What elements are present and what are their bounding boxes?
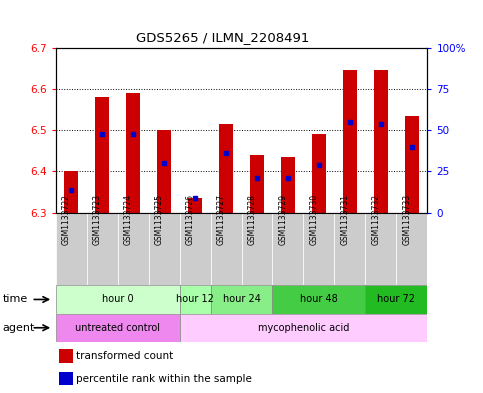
- Text: mycophenolic acid: mycophenolic acid: [258, 323, 349, 333]
- Bar: [250, 155, 264, 213]
- Text: percentile rank within the sample: percentile rank within the sample: [76, 374, 252, 384]
- Text: GSM1133722: GSM1133722: [62, 195, 71, 245]
- Text: GSM1133723: GSM1133723: [93, 195, 102, 245]
- Bar: [312, 134, 326, 213]
- Bar: [405, 116, 419, 213]
- Bar: [211, 213, 242, 285]
- Bar: [272, 213, 303, 285]
- Bar: [366, 285, 427, 314]
- Bar: [272, 285, 366, 314]
- Bar: [59, 349, 72, 363]
- Text: untreated control: untreated control: [75, 323, 160, 333]
- Text: hour 24: hour 24: [223, 294, 260, 305]
- Bar: [64, 171, 78, 213]
- Text: agent: agent: [2, 323, 35, 333]
- Bar: [117, 213, 149, 285]
- Text: GSM1133727: GSM1133727: [217, 195, 226, 245]
- Bar: [86, 213, 117, 285]
- Text: hour 0: hour 0: [102, 294, 133, 305]
- Bar: [56, 314, 180, 342]
- Bar: [180, 314, 427, 342]
- Bar: [242, 213, 272, 285]
- Bar: [366, 213, 397, 285]
- Text: GSM1133728: GSM1133728: [248, 195, 257, 245]
- Bar: [180, 213, 211, 285]
- Text: time: time: [2, 294, 28, 305]
- Bar: [157, 130, 171, 213]
- Bar: [281, 157, 295, 213]
- Bar: [59, 372, 72, 386]
- Bar: [374, 70, 388, 213]
- Bar: [188, 198, 202, 213]
- Text: GSM1133729: GSM1133729: [279, 195, 288, 245]
- Text: hour 72: hour 72: [377, 294, 415, 305]
- Bar: [126, 93, 140, 213]
- Bar: [397, 213, 427, 285]
- Text: hour 48: hour 48: [300, 294, 338, 305]
- Bar: [211, 285, 272, 314]
- Text: GSM1133724: GSM1133724: [124, 195, 133, 245]
- Text: GSM1133731: GSM1133731: [341, 195, 350, 245]
- Text: GSM1133732: GSM1133732: [372, 195, 381, 245]
- Text: GSM1133725: GSM1133725: [155, 195, 164, 245]
- Text: GSM1133733: GSM1133733: [403, 194, 412, 246]
- Text: hour 12: hour 12: [176, 294, 214, 305]
- Bar: [343, 70, 357, 213]
- Bar: [149, 213, 180, 285]
- Text: transformed count: transformed count: [76, 351, 173, 361]
- Bar: [303, 213, 334, 285]
- Bar: [180, 285, 211, 314]
- Bar: [334, 213, 366, 285]
- Bar: [56, 285, 180, 314]
- Text: GSM1133730: GSM1133730: [310, 194, 319, 246]
- Bar: [95, 97, 109, 213]
- Bar: [219, 124, 233, 213]
- Text: GSM1133726: GSM1133726: [186, 195, 195, 245]
- Bar: [56, 213, 86, 285]
- Text: GDS5265 / ILMN_2208491: GDS5265 / ILMN_2208491: [136, 31, 310, 44]
